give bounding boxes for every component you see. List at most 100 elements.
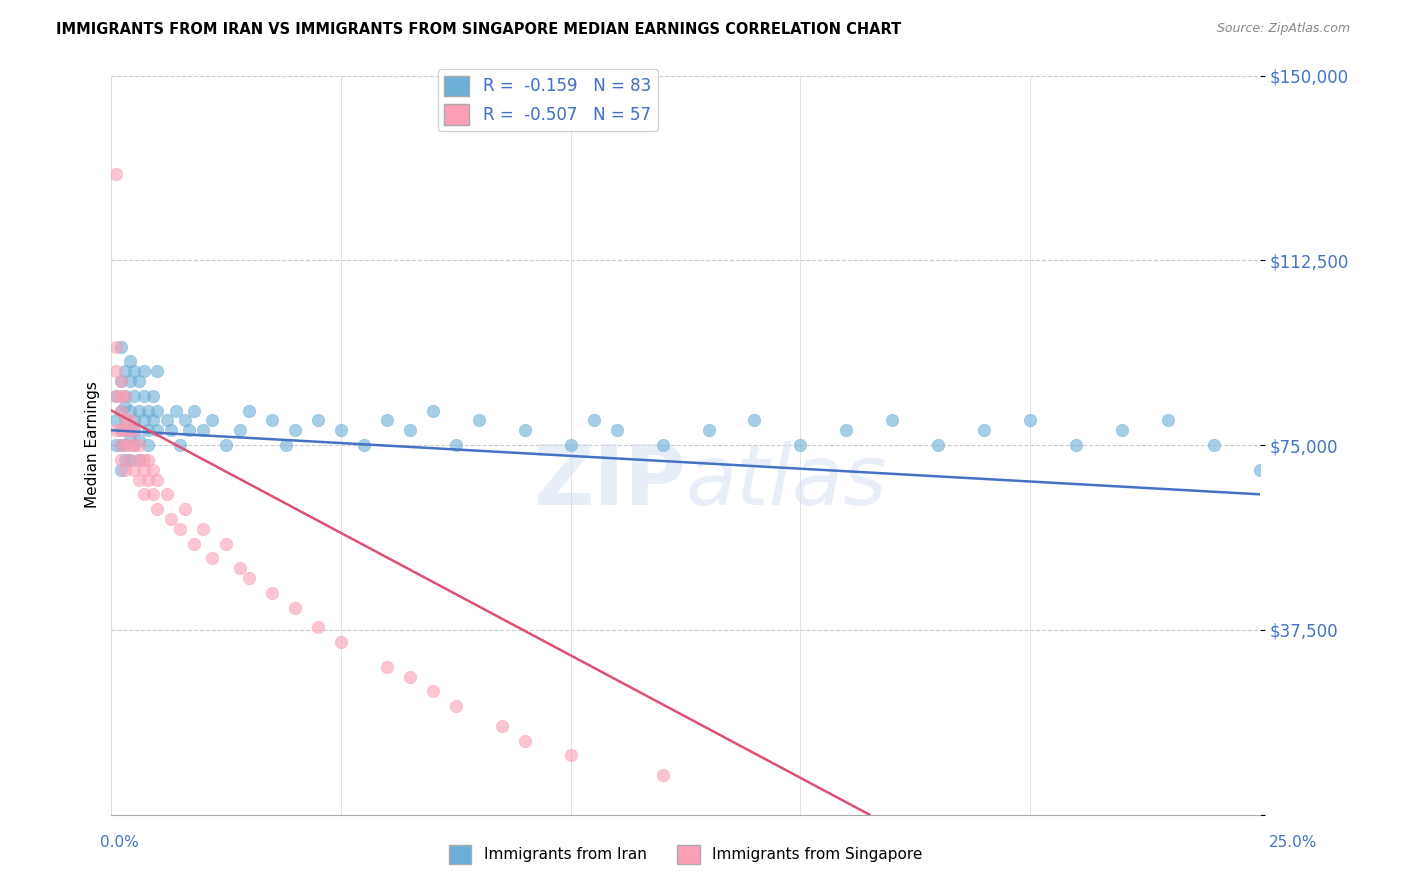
- Point: [132, 463, 155, 477]
- Point: [136, 438, 159, 452]
- Point: [124, 389, 146, 403]
- Point: [124, 423, 146, 437]
- Point: [114, 413, 136, 427]
- Point: [165, 403, 187, 417]
- Point: [444, 438, 467, 452]
- Point: [124, 413, 146, 427]
- Point: [105, 413, 128, 427]
- Point: [399, 423, 422, 437]
- Point: [468, 413, 491, 427]
- Point: [651, 768, 673, 782]
- Point: [789, 438, 811, 452]
- Point: [110, 374, 132, 388]
- Point: [330, 635, 353, 649]
- Point: [128, 433, 150, 447]
- Point: [1202, 438, 1225, 452]
- Point: [114, 364, 136, 378]
- Point: [124, 423, 146, 437]
- Text: atlas: atlas: [686, 442, 887, 523]
- Point: [973, 423, 995, 437]
- Point: [201, 413, 224, 427]
- Point: [174, 413, 197, 427]
- Point: [132, 452, 155, 467]
- Point: [835, 423, 858, 437]
- Point: [1249, 463, 1271, 477]
- Point: [128, 374, 150, 388]
- Point: [114, 452, 136, 467]
- Point: [215, 438, 238, 452]
- Point: [146, 403, 169, 417]
- Y-axis label: Median Earnings: Median Earnings: [86, 382, 100, 508]
- Point: [118, 423, 141, 437]
- Point: [105, 364, 128, 378]
- Point: [110, 389, 132, 403]
- Point: [1157, 413, 1180, 427]
- Point: [169, 438, 191, 452]
- Point: [110, 452, 132, 467]
- Point: [215, 536, 238, 550]
- Point: [114, 389, 136, 403]
- Point: [606, 423, 628, 437]
- Point: [124, 438, 146, 452]
- Point: [160, 423, 183, 437]
- Point: [179, 423, 201, 437]
- Point: [114, 399, 136, 413]
- Point: [238, 403, 260, 417]
- Point: [146, 473, 169, 487]
- Point: [110, 463, 132, 477]
- Point: [132, 389, 155, 403]
- Point: [307, 620, 329, 634]
- Point: [444, 699, 467, 714]
- Point: [560, 438, 582, 452]
- Point: [238, 571, 260, 585]
- Point: [193, 522, 215, 536]
- Text: ZIP: ZIP: [533, 442, 686, 523]
- Point: [118, 354, 141, 368]
- Point: [136, 473, 159, 487]
- Point: [927, 438, 949, 452]
- Point: [284, 423, 307, 437]
- Point: [513, 423, 536, 437]
- Point: [142, 389, 165, 403]
- Point: [136, 423, 159, 437]
- Point: [105, 339, 128, 353]
- Point: [146, 502, 169, 516]
- Point: [1064, 438, 1087, 452]
- Point: [193, 423, 215, 437]
- Point: [560, 748, 582, 763]
- Point: [353, 438, 375, 452]
- Point: [110, 339, 132, 353]
- Point: [110, 403, 132, 417]
- Point: [697, 423, 720, 437]
- Point: [136, 403, 159, 417]
- Point: [201, 551, 224, 566]
- Point: [262, 586, 284, 600]
- Point: [183, 536, 205, 550]
- Point: [651, 438, 673, 452]
- Point: [132, 413, 155, 427]
- Point: [105, 389, 128, 403]
- Point: [118, 423, 141, 437]
- Legend: R =  -0.159   N = 83, R =  -0.507   N = 57: R = -0.159 N = 83, R = -0.507 N = 57: [437, 69, 658, 131]
- Point: [128, 403, 150, 417]
- Point: [114, 413, 136, 427]
- Point: [105, 438, 128, 452]
- Point: [169, 522, 191, 536]
- Point: [136, 452, 159, 467]
- Point: [744, 413, 766, 427]
- Point: [114, 423, 136, 437]
- Point: [491, 719, 513, 733]
- Point: [1111, 423, 1133, 437]
- Text: 25.0%: 25.0%: [1270, 836, 1317, 850]
- Point: [284, 600, 307, 615]
- Point: [118, 374, 141, 388]
- Text: IMMIGRANTS FROM IRAN VS IMMIGRANTS FROM SINGAPORE MEDIAN EARNINGS CORRELATION CH: IMMIGRANTS FROM IRAN VS IMMIGRANTS FROM …: [56, 22, 901, 37]
- Point: [132, 487, 155, 501]
- Point: [155, 413, 177, 427]
- Point: [513, 733, 536, 747]
- Point: [128, 438, 150, 452]
- Point: [110, 438, 132, 452]
- Point: [114, 389, 136, 403]
- Point: [114, 463, 136, 477]
- Point: [105, 423, 128, 437]
